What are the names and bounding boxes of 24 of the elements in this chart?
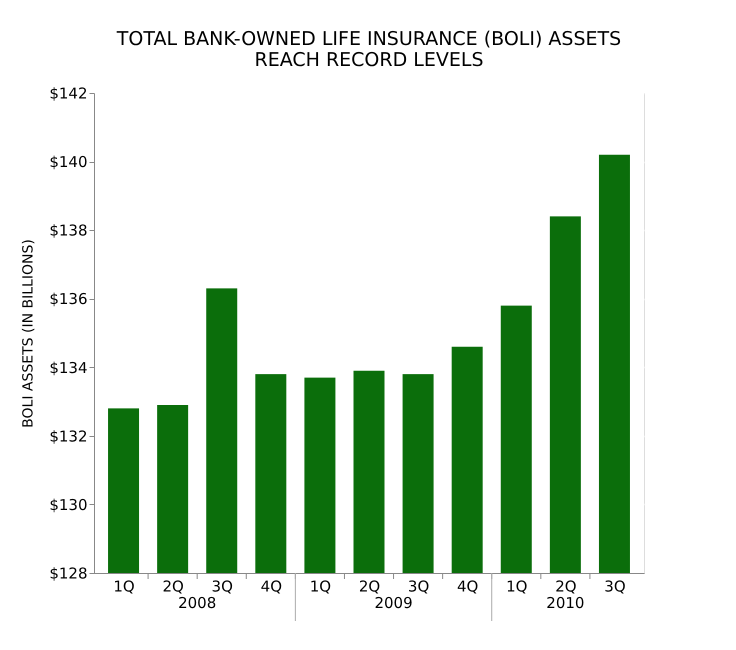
y-tick-label: $138 xyxy=(49,222,88,240)
x-tick-label: 1Q xyxy=(310,578,332,596)
y-tick-label: $128 xyxy=(49,564,88,582)
y-tick-label: $132 xyxy=(49,427,88,446)
x-tick-label: 1Q xyxy=(506,578,528,596)
chart-title: TOTAL BANK-OWNED LIFE INSURANCE (BOLI) ASSETS REACH RECORD LEVELS xyxy=(116,28,622,71)
y-tick-label: $140 xyxy=(49,153,88,172)
x-tick-label: 4Q xyxy=(457,578,478,596)
x-tick-label: 3Q xyxy=(212,578,233,596)
x-tick-label: 3Q xyxy=(604,578,626,596)
x-tick-label: 1Q xyxy=(113,578,135,596)
text: 2009 xyxy=(374,594,413,612)
text: 2008 xyxy=(178,594,216,612)
x-tick-label: 2Q xyxy=(162,578,184,596)
x-tick-label: 4Q xyxy=(260,578,282,596)
y-axis-title: BOLI ASSETS (IN BILLIONS) xyxy=(20,239,36,428)
x-tick-label: 2Q xyxy=(555,578,577,596)
x-tick-label: 3Q xyxy=(408,578,430,596)
y-tick-label: $134 xyxy=(49,358,88,377)
y-tick-label: $142 xyxy=(49,84,88,102)
y-tick-label: $130 xyxy=(49,496,88,514)
x-tick-label: 2Q xyxy=(358,578,380,596)
y-tick-label: $136 xyxy=(49,290,88,308)
text: 2010 xyxy=(546,594,584,612)
